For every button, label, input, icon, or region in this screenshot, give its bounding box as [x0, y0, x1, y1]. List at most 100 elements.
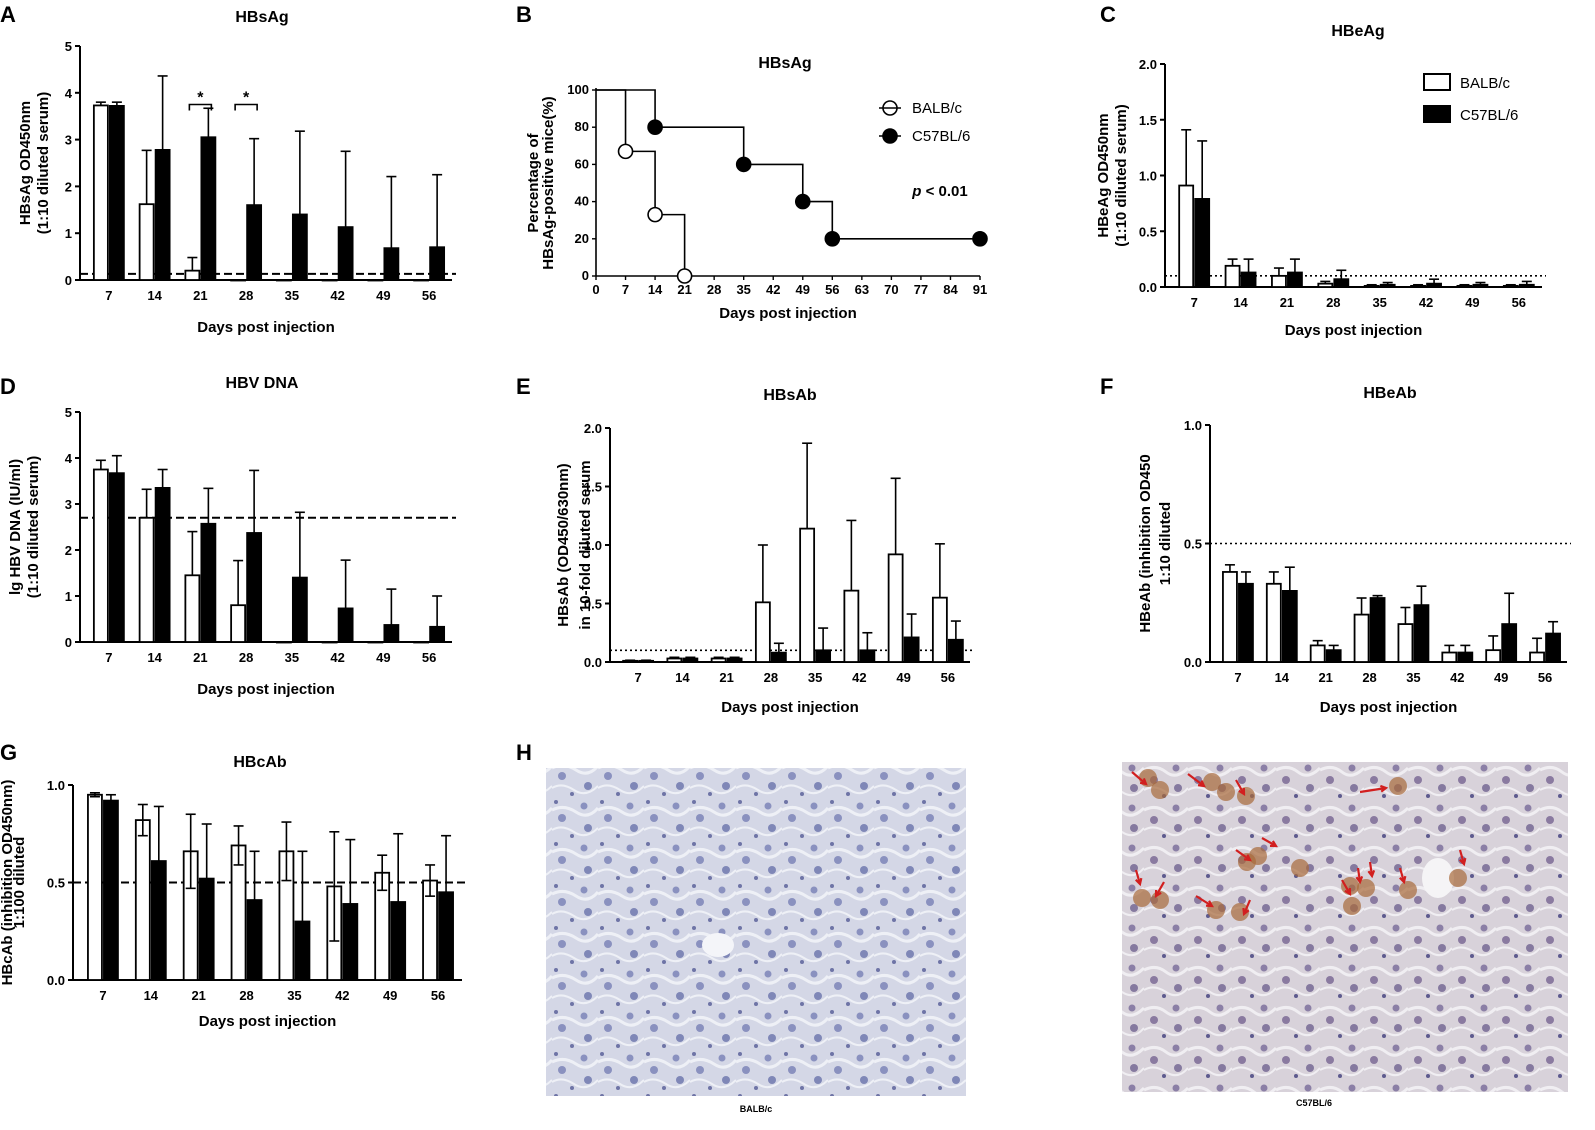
y-tick-label: 60: [575, 156, 589, 171]
chart-title: HBeAb: [1363, 385, 1417, 402]
chart-title: HBeAg: [1331, 23, 1384, 40]
chart-title: HBsAg: [235, 9, 288, 26]
survival-line-c57bl6: [596, 89, 980, 240]
bar-c57bl6-42: [1426, 282, 1442, 288]
x-tick-label: 56: [422, 650, 436, 665]
y-tick-label: 1.5: [1139, 113, 1157, 128]
bar-c57bl6-49: [383, 247, 400, 281]
bar-c57bl6-42: [1457, 651, 1474, 663]
bar-c57bl6-49: [1501, 623, 1518, 663]
bar-c57bl6-56: [1545, 632, 1561, 663]
legend-label-balbc: BALB/c: [1460, 75, 1511, 92]
central-vein-balbc: [702, 933, 734, 957]
hbv-positive-cell: [1389, 777, 1407, 795]
significance-bracket: [234, 103, 258, 111]
x-tick-label: 14: [147, 650, 162, 665]
x-tick-label: 21: [677, 282, 691, 297]
bar-c57bl6-56: [429, 246, 446, 281]
significance-label: *: [197, 90, 204, 107]
bar-balbc-21: [184, 574, 201, 643]
bar-c57bl6-35: [1413, 604, 1430, 663]
panel-letter-d: D: [0, 374, 16, 399]
red-arrow-icon: [1367, 861, 1376, 879]
y-axis-label: 1:10 diluted: [1157, 502, 1174, 585]
histology-c57bl6: C57BL/6: [1122, 762, 1568, 1108]
x-tick-label: 42: [1450, 670, 1464, 685]
x-tick-label: 49: [896, 670, 910, 685]
legend-label-balbc: BALB/c: [912, 100, 963, 117]
legend-label-c57bl6: C57BL/6: [912, 128, 970, 145]
bar-c57bl6-21: [1325, 649, 1342, 663]
x-tick-label: 14: [147, 288, 162, 303]
x-axis-label: Days post injection: [199, 1013, 337, 1030]
legend-swatch-balbc: [1423, 73, 1451, 91]
x-tick-label: 49: [376, 650, 390, 665]
survival-marker: [824, 231, 841, 247]
bar-c57bl6-49: [383, 624, 400, 643]
bar-balbc-42: [843, 589, 860, 663]
x-tick-label: 14: [648, 282, 663, 297]
bar-balbc-14: [134, 819, 151, 981]
bar-c57bl6-49: [390, 901, 407, 981]
x-tick-label: 49: [376, 288, 390, 303]
legend-label-c57bl6: C57BL/6: [1460, 107, 1518, 124]
x-tick-label: 7: [1191, 295, 1198, 310]
y-axis-label: in 10-fold diluted serum: [577, 460, 594, 629]
x-tick-label: 14: [675, 670, 690, 685]
y-tick-label: 3: [65, 133, 72, 148]
y-tick-label: 1.0: [1139, 169, 1157, 184]
bar-balbc-42: [321, 641, 338, 644]
x-tick-label: 7: [622, 282, 629, 297]
hbv-positive-cell: [1399, 881, 1417, 899]
bar-balbc-35: [799, 527, 816, 663]
x-tick-label: 35: [1372, 295, 1386, 310]
x-tick-label: 28: [707, 282, 721, 297]
y-tick-label: 3: [65, 497, 72, 512]
hbv-positive-cell: [1237, 787, 1255, 805]
bar-balbc-7: [92, 104, 109, 281]
panel-letter-f: F: [1100, 374, 1113, 399]
bar-c57bl6-35: [1379, 283, 1396, 288]
bar-c57bl6-14: [150, 860, 167, 981]
red-arrow-icon: [1235, 849, 1252, 862]
x-tick-label: 56: [1538, 670, 1552, 685]
x-axis-label: Days post injection: [1285, 322, 1423, 339]
significance-label: *: [243, 90, 250, 107]
x-tick-label: 56: [941, 670, 955, 685]
panel-letter-b: B: [516, 2, 532, 27]
y-tick-label: 5: [65, 39, 72, 54]
hbv-positive-cell: [1151, 781, 1169, 799]
bar-c57bl6-7: [108, 472, 125, 643]
y-tick-label: 0.5: [1139, 224, 1157, 239]
red-arrow-icon: [1242, 899, 1252, 917]
y-axis-label: HBsAb (OD450/630nm): [555, 463, 572, 626]
x-tick-label: 21: [1280, 295, 1294, 310]
bar-c57bl6-21: [726, 657, 743, 663]
bar-balbc-7: [87, 793, 103, 981]
red-arrow-icon: [1341, 879, 1352, 896]
red-arrow-icon: [1154, 881, 1165, 898]
bar-balbc-56: [931, 596, 948, 663]
chart-title: HBcAb: [233, 754, 287, 771]
y-tick-label: 4: [65, 86, 73, 101]
hbv-positive-cell: [1133, 889, 1151, 907]
hbv-positive-cell: [1231, 903, 1249, 921]
y-axis-label: Percentage of: [525, 132, 542, 232]
y-tick-label: 1: [65, 226, 72, 241]
survival-marker: [735, 156, 752, 173]
y-tick-label: 2: [65, 543, 72, 558]
bar-balbc-35: [1363, 284, 1380, 288]
histology-caption-balbc: BALB/c: [740, 1104, 773, 1114]
x-tick-label: 28: [764, 670, 778, 685]
bar-c57bl6-7: [1238, 582, 1254, 663]
bar-balbc-21: [184, 269, 201, 281]
bar-c57bl6-28: [246, 532, 263, 643]
bar-balbc-56: [1529, 651, 1545, 663]
survival-marker: [794, 193, 811, 210]
x-tick-label: 35: [285, 650, 299, 665]
survival-marker: [647, 119, 663, 135]
bar-c57bl6-56: [429, 625, 446, 643]
x-tick-label: 35: [808, 670, 822, 685]
red-arrow-icon: [1359, 784, 1389, 794]
